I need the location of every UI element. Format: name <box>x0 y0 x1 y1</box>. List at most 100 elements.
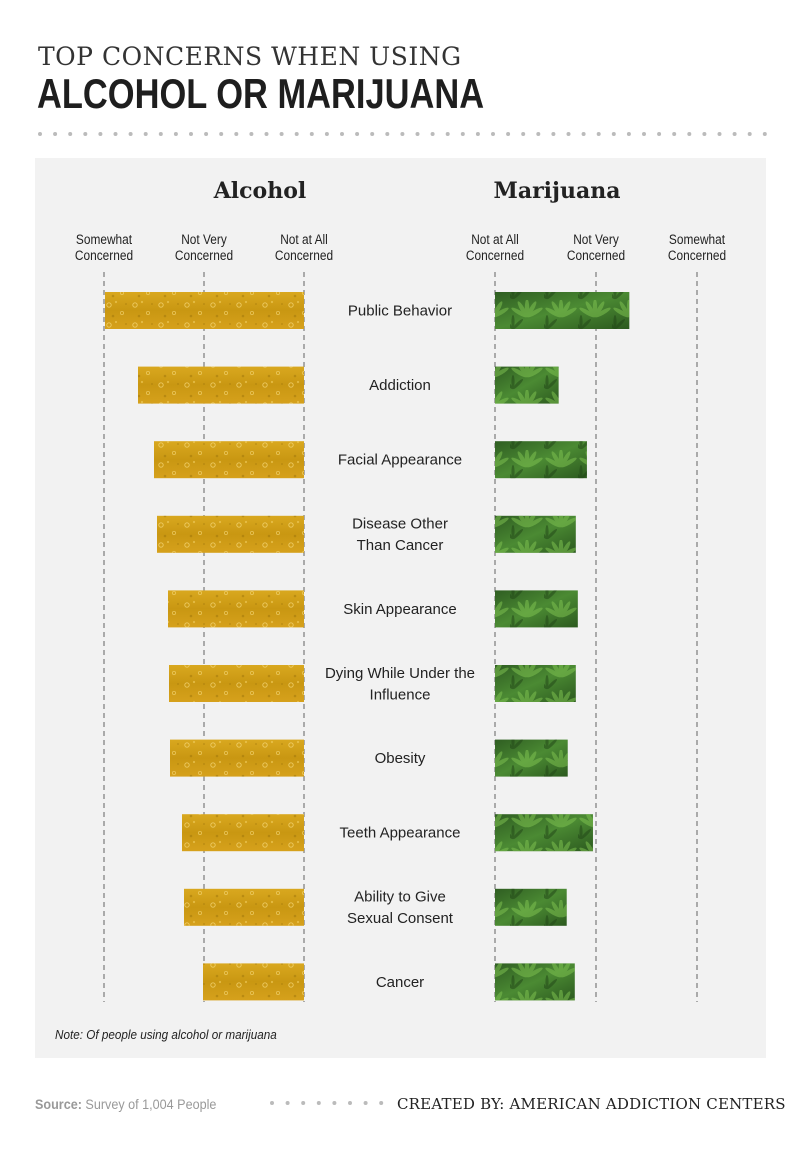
divider-dot <box>687 132 692 136</box>
divider-dot <box>551 132 556 136</box>
divider-dot <box>309 132 314 136</box>
category-label-line: Than Cancer <box>357 537 444 554</box>
category-label: Addiction <box>369 377 431 394</box>
divider-dot <box>596 132 601 136</box>
divider-dot <box>536 132 541 136</box>
divider-dot <box>379 1101 384 1105</box>
divider-dot <box>332 1101 337 1105</box>
category-label: Disease Other Than Cancer <box>352 516 448 555</box>
divider-dot <box>732 132 737 136</box>
divider-dot <box>234 132 239 136</box>
category-label: Facial Appearance <box>338 452 462 469</box>
divider-dot <box>324 132 329 136</box>
title-line-1: TOP CONCERNS WHEN USING <box>38 42 462 71</box>
alcohol-bar <box>105 292 304 329</box>
category-label-line: Sexual Consent <box>347 910 454 927</box>
category-label-line: Facial Appearance <box>338 452 462 469</box>
divider-dot <box>340 132 344 136</box>
divider-dot <box>204 132 209 136</box>
category-label-line: Dying While Under the <box>325 665 475 682</box>
divider-dot <box>173 132 178 136</box>
divider-dot <box>249 132 254 136</box>
alcohol-bar <box>138 366 304 404</box>
category-label-line: Influence <box>370 686 431 703</box>
divider-dot <box>219 132 224 136</box>
alcohol-bar <box>168 590 304 628</box>
divider-dot <box>385 132 390 136</box>
divider-dot <box>747 132 752 136</box>
divider-dot <box>279 132 284 136</box>
header-dotted-divider <box>38 132 767 136</box>
divider-dot <box>301 1101 306 1105</box>
divider-dot <box>460 132 465 136</box>
marijuana-bar <box>495 888 567 926</box>
marijuana-bar <box>495 814 593 852</box>
divider-dot <box>445 132 450 136</box>
marijuana-bar <box>495 515 576 553</box>
source-text: Survey of 1,004 People <box>85 1096 217 1112</box>
marijuana-bar <box>495 739 568 777</box>
divider-dot <box>566 132 571 136</box>
marijuana-bar <box>495 292 630 329</box>
divider-dot <box>762 132 767 136</box>
divider-dot <box>717 132 722 136</box>
divider-dot <box>400 132 405 136</box>
source: Source: Survey of 1,004 People <box>35 1096 216 1112</box>
category-label-line: Addiction <box>369 377 431 394</box>
divider-dot <box>475 132 480 136</box>
divider-dot <box>363 1101 368 1105</box>
alcohol-bar <box>157 515 304 553</box>
category-label-line: Teeth Appearance <box>340 825 461 842</box>
divider-dot <box>355 132 360 136</box>
alcohol-bar <box>184 888 304 926</box>
divider-dot <box>672 132 677 136</box>
alcohol-scale-label: Not Very Concerned <box>174 232 234 263</box>
divider-dot <box>68 132 73 136</box>
divider-dot <box>430 132 435 136</box>
marijuana-bar <box>495 590 578 628</box>
divider-dot <box>158 132 163 136</box>
category-label-line: Cancer <box>376 974 424 991</box>
divider-dot <box>370 132 375 136</box>
divider-dot <box>83 132 88 136</box>
divider-dot <box>642 132 646 136</box>
marijuana-scale-label: Not at All Concerned <box>465 232 525 263</box>
category-label-line: Disease Other <box>352 516 448 533</box>
category-label: Dying While Under the Influence <box>325 665 475 704</box>
divider-dot <box>98 132 103 136</box>
divider-dot <box>53 132 58 136</box>
divider-dot <box>702 132 707 136</box>
chart-note: Note: Of people using alcohol or marijua… <box>55 1027 277 1042</box>
marijuana-scale-label: Not Very Concerned <box>566 232 626 263</box>
category-label: Obesity <box>375 750 426 767</box>
divider-dot <box>189 132 193 136</box>
footer-dotted-divider <box>270 1101 384 1105</box>
alcohol-bar <box>170 739 304 777</box>
category-label: Teeth Appearance <box>340 825 461 842</box>
category-label-line: Public Behavior <box>348 303 452 320</box>
divider-dot <box>38 132 42 136</box>
divider-dot <box>348 1101 352 1105</box>
category-label: Skin Appearance <box>343 601 456 618</box>
divider-dot <box>294 132 299 136</box>
divider-dot <box>626 132 631 136</box>
title-line-2: ALCOHOL OR MARIJUANA <box>37 70 485 117</box>
divider-dot <box>264 132 269 136</box>
category-label-line: Skin Appearance <box>343 601 456 618</box>
source-label: Source: <box>35 1096 82 1112</box>
alcohol-scale-label: Not at All Concerned <box>274 232 334 263</box>
alcohol-bar <box>203 963 304 1001</box>
category-label: Public Behavior <box>348 303 452 320</box>
divider-dot <box>128 132 133 136</box>
marijuana-bar <box>495 665 576 702</box>
divider-dot <box>521 132 526 136</box>
divider-dot <box>285 1101 290 1105</box>
alcohol-scale-label: Somewhat Concerned <box>74 232 134 263</box>
category-label-line: Ability to Give <box>354 889 446 906</box>
divider-dot <box>491 132 495 136</box>
alcohol-bar <box>154 441 304 479</box>
category-label-line: Obesity <box>375 750 426 767</box>
category-label: Ability to Give Sexual Consent <box>347 889 454 928</box>
divider-dot <box>270 1101 274 1105</box>
